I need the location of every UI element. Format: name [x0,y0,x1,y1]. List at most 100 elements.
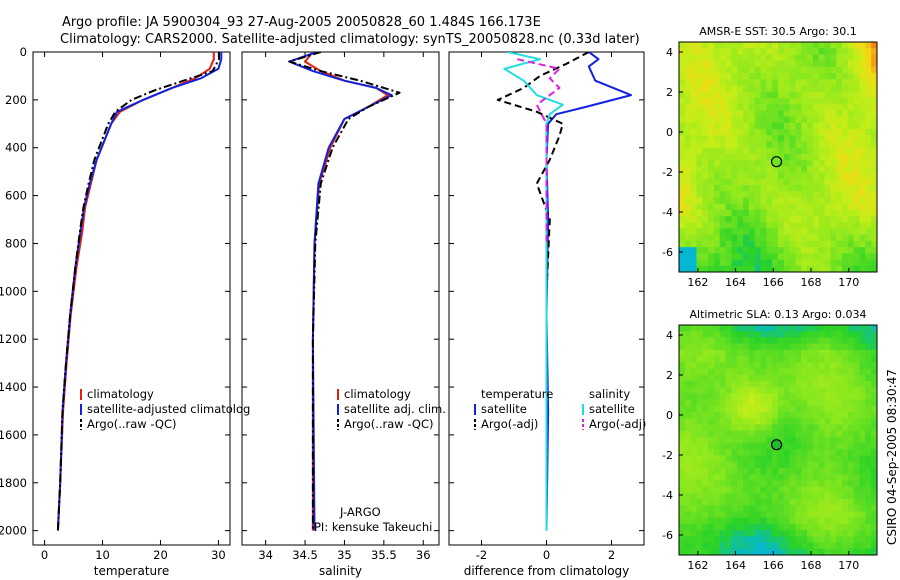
sst_map-cell [778,234,785,242]
sla_map-cell [696,436,703,444]
sla_map-cell [836,412,843,419]
sla_map-cell [871,449,878,456]
sst_map-cell [801,147,808,155]
sla_map-cell [696,368,703,376]
sst_map-cell [795,253,802,260]
sst_map-cell [818,216,825,223]
sla_map-cell [783,393,791,400]
sst_map-cell [725,259,732,267]
sla_map-cell [748,393,756,400]
sla_map-cell [772,505,779,512]
sst_map-cell [731,73,738,80]
sla_map-cell [778,474,785,481]
sla_map-cell [696,455,703,463]
sla_map-cell [859,517,866,525]
sla_map-cell [760,374,767,382]
temperature-ytick-label: 0 [20,45,27,59]
salinity-legend-label: Argo(..raw -QC) [344,417,434,431]
sst_map-cell [847,191,855,198]
difference-series-salinity-argo-adj- [517,58,561,244]
sst_map-cell [865,85,872,93]
sla_map-cell [772,474,779,481]
sla_map-cell [865,412,872,419]
sst_map-cell [696,184,703,192]
sla_map-cell [830,505,837,512]
sla_map-cell [778,380,785,388]
sst_map-cell [871,216,878,223]
sst_map-cell [696,259,703,267]
sla_map-cell [772,374,779,382]
sst_map-cell [824,240,831,248]
credit-text: CSIRO 04-Sep-2005 08:30:47 [885,369,899,545]
sst_map-cell [708,122,715,130]
sla_map-cell [836,418,843,425]
sst_map-cell [812,240,820,248]
sla_map-cell [713,523,721,531]
sst_map-cell [812,42,820,49]
sst_map-cell [789,110,796,117]
sst_map-cell [789,209,796,217]
sst_map-cell [818,234,825,242]
sst_map-cell [713,85,721,93]
sla_map-cell [830,449,837,456]
sla_map-cell [789,331,796,338]
sst_map-cell [737,54,744,62]
sst_map-cell [847,247,855,254]
sst_map-cell [737,203,744,211]
temperature-panel: 0 10 20 30020040060080010001200140016001800… [0,45,250,578]
sla_map-cell [859,461,866,469]
sst_map-cell [830,79,837,86]
sst_map-cell [801,166,808,173]
sst_map-cell [789,54,796,62]
sst_map-cell [754,172,761,180]
sla_map-cell [818,436,825,444]
sst_map-cell [731,191,738,198]
salinity-xlabel: salinity [319,564,362,578]
sst_map-cell [713,228,721,236]
sla_map-cell [713,443,721,450]
sst_map-cell [865,166,872,173]
sla_map-cell [830,511,837,519]
sla_map-cell [684,405,692,413]
sst_map-cell [807,48,814,55]
sst_map-cell [859,122,866,130]
sst_map-cell [818,141,825,149]
sla_map-cell [783,542,791,550]
sst_map-cell [853,116,860,124]
sst_map-cell [865,265,872,273]
sla_map-cell [684,418,692,425]
sst_map-cell [737,141,744,149]
sst_map-cell [754,191,761,198]
sla_map-cell [719,530,726,537]
sst_map-cell [690,203,697,211]
sst_map-cell [847,135,855,142]
sst_map-cell [824,153,831,161]
sst_map-cell [702,97,709,105]
sst_map-cell [690,110,697,117]
sst_map-cell [702,178,709,186]
sst_map-cell [830,110,837,117]
sst_map-cell [865,234,872,242]
sst_map-cell [871,135,878,142]
sst_map-cell [842,209,849,217]
sla_map-cell [812,331,820,338]
sst_map-cell [754,203,761,211]
sla_map-cell [847,430,855,438]
sla_map-cell [818,393,825,400]
sla_map-cell [818,374,825,382]
sst_map-cell [842,97,849,105]
temperature-series-climatology [56,52,215,531]
sla_map-cell [766,480,773,488]
sla_map-cell [737,536,744,543]
sla_map-cell [853,393,860,400]
sla_map-cell [801,349,808,357]
sla_map-cell [847,542,855,550]
sst_map-cell [801,197,808,205]
sla_map-cell [795,399,802,407]
sla_map-cell [801,424,808,432]
sst_map-cell [679,216,686,223]
sst_map-cell [760,178,767,186]
sla_map-cell [702,380,709,388]
sst_map-cell [702,110,709,117]
sst_map-cell [731,184,738,192]
